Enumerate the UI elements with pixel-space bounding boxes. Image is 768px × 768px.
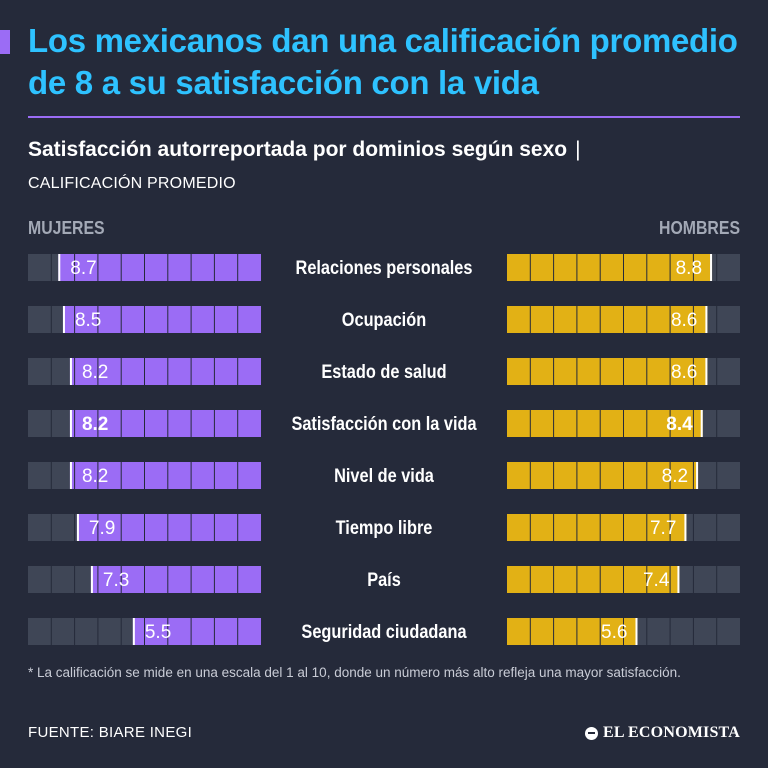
value-label-hombres-seguridad-ciudadana: 5.6	[601, 622, 627, 643]
value-label-mujeres-tiempo-libre: 7.9	[89, 518, 115, 539]
value-label-mujeres-seguridad-ciudadana: 5.5	[145, 622, 171, 643]
title-divider	[28, 116, 740, 118]
bar-mujeres-relaciones-personales	[58, 254, 261, 281]
category-label-pais: País	[367, 569, 401, 590]
legend-mujeres: MUJERES	[28, 218, 105, 238]
chart-unit-label: CALIFICACIÓN PROMEDIO	[28, 175, 236, 192]
bar-hombres-relaciones-personales	[507, 254, 713, 281]
value-label-mujeres-relaciones-personales: 8.7	[70, 258, 96, 279]
value-label-hombres-estado-de-salud: 8.6	[671, 362, 697, 383]
category-label-estado-de-salud: Estado de salud	[321, 361, 446, 382]
value-label-hombres-nivel-de-vida: 8.2	[662, 466, 688, 487]
bar-hombres-estado-de-salud	[507, 358, 708, 385]
bar-mujeres-estado-de-salud	[69, 358, 261, 385]
bar-mujeres-ocupacion	[62, 306, 262, 333]
value-label-hombres-tiempo-libre: 7.7	[650, 518, 676, 539]
value-label-mujeres-satisfaccion-con-la-vida: 8.2	[82, 414, 108, 435]
category-label-relaciones-personales: Relaciones personales	[296, 257, 473, 278]
value-label-mujeres-nivel-de-vida: 8.2	[82, 466, 108, 487]
category-label-seguridad-ciudadana: Seguridad ciudadana	[301, 621, 466, 642]
value-label-hombres-relaciones-personales: 8.8	[676, 258, 702, 279]
brand-logo: EL ECONOMISTA	[585, 724, 740, 742]
legend-hombres: HOMBRES	[659, 218, 740, 238]
title-accent-bar	[0, 30, 10, 54]
bar-mujeres-satisfaccion-con-la-vida	[69, 410, 261, 437]
source-label: FUENTE: BIARE INEGI	[28, 724, 193, 741]
bar-mujeres-tiempo-libre	[76, 514, 262, 541]
bar-hombres-ocupacion	[507, 306, 708, 333]
subtitle-text: Satisfacción autorreportada por dominios…	[28, 138, 568, 161]
value-label-hombres-ocupacion: 8.6	[671, 310, 697, 331]
category-label-nivel-de-vida: Nivel de vida	[334, 465, 434, 486]
bar-mujeres-pais	[90, 566, 261, 593]
chart-title: Los mexicanos dan una calificación prome…	[28, 22, 738, 101]
category-label-ocupacion: Ocupación	[342, 309, 426, 330]
el-economista-logo-icon	[585, 726, 598, 740]
chart-subtitle: Satisfacción autorreportada por dominios…	[28, 138, 581, 162]
bar-hombres-seguridad-ciudadana	[507, 618, 638, 645]
value-label-mujeres-estado-de-salud: 8.2	[82, 362, 108, 383]
value-label-mujeres-ocupacion: 8.5	[75, 310, 101, 331]
footnote: * La calificación se mide en una escala …	[28, 665, 681, 680]
bar-hombres-pais	[507, 566, 680, 593]
bar-mujeres-nivel-de-vida	[69, 462, 261, 489]
category-label-satisfaccion-con-la-vida: Satisfacción con la vida	[291, 413, 476, 434]
bar-mujeres-seguridad-ciudadana	[132, 618, 261, 645]
value-label-mujeres-pais: 7.3	[103, 570, 129, 591]
value-label-hombres-pais: 7.4	[643, 570, 670, 591]
subtitle-separator: |	[575, 138, 581, 161]
brand-name: EL ECONOMISTA	[603, 724, 740, 741]
category-label-tiempo-libre: Tiempo libre	[336, 517, 433, 538]
bar-hombres-tiempo-libre	[507, 514, 687, 541]
bar-hombres-nivel-de-vida	[507, 462, 699, 489]
value-label-hombres-satisfaccion-con-la-vida: 8.4	[666, 414, 693, 435]
